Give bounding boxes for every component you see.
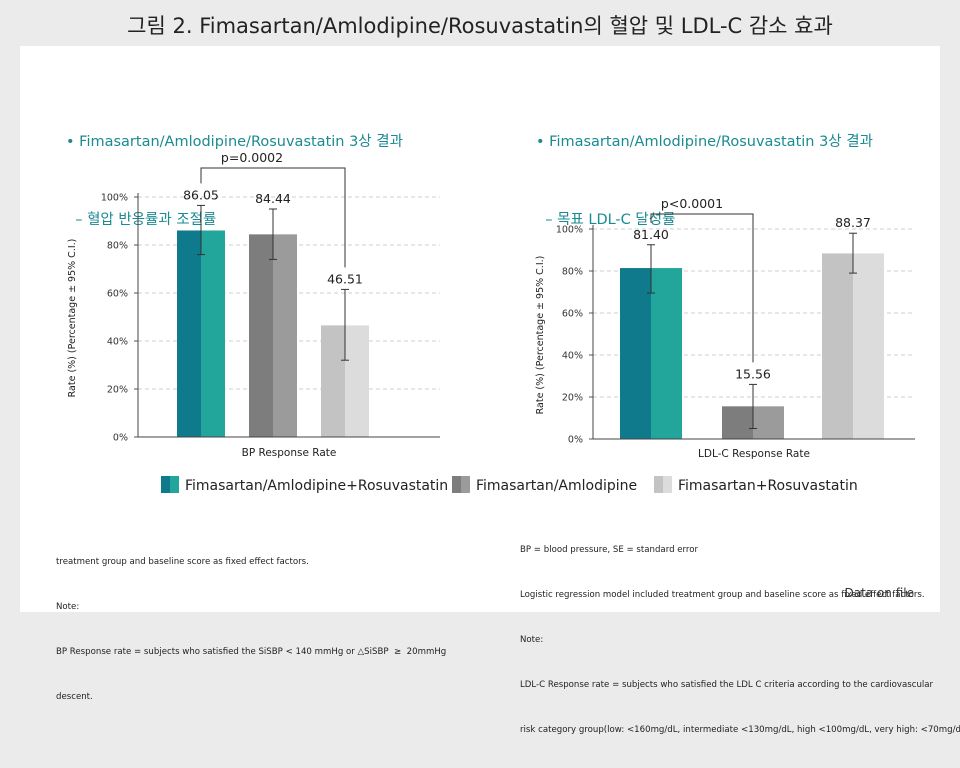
chart-1-y-tick-label: 100% [101, 193, 128, 204]
chart-2-bar-3-right [853, 253, 884, 439]
notes-right: BP = blood pressure, SE = standard error… [520, 513, 960, 768]
right-subtitle: • Fimasartan/Amlodipine/Rosuvastatin 3상 … [536, 77, 873, 285]
right-subtitle-line-2: – 목표 LDL-C 달성률 [536, 212, 676, 228]
note-right-line-5: risk category group(low: <160mg/dL, inte… [520, 725, 960, 735]
chart-1-y-tick-label: 40% [107, 337, 128, 348]
chart-1-y-tick-label: 80% [107, 241, 128, 252]
note-right-line-2: Logistic regression model included treat… [520, 590, 925, 600]
chart-1-y-axis-label: Rate (%) (Percentage ± 95% C.I.) [67, 239, 78, 398]
chart-1-y-tick-label: 60% [107, 289, 128, 300]
chart-2-bar-2-left [722, 406, 753, 439]
chart-1-x-axis-label: BP Response Rate [242, 447, 337, 459]
note-right-line-4: LDL-C Response rate = subjects who satis… [520, 680, 934, 690]
chart-1-bar-2-right [273, 234, 297, 437]
legend-swatch-2-dark [452, 476, 461, 493]
chart-1-value-label-1: 86.05 [183, 187, 219, 202]
chart-1-significance-bracket [200, 167, 346, 268]
chart-1-value-label-3: 46.51 [327, 271, 363, 286]
chart-2-p-value-annotation: p<0.0001 [661, 196, 723, 211]
chart-2-bar-1-right [651, 268, 682, 439]
chart-1-bar-3-left [321, 325, 345, 437]
legend-swatch-3-dark [654, 476, 663, 493]
chart-2-x-axis-label: LDL-C Response Rate [698, 448, 810, 460]
chart-1-bar-1-left [177, 230, 201, 437]
legend-label-3: Fimasartan+Rosuvastatin [678, 478, 858, 494]
chart-2-value-label-1: 81.40 [633, 227, 669, 242]
chart-2-significance-bracket [650, 213, 754, 363]
chart-2-y-tick-label: 0% [568, 435, 583, 446]
data-source-footer: Data on file [844, 586, 914, 600]
chart-2-y-tick-label: 80% [562, 267, 583, 278]
chart-2-y-tick-label: 40% [562, 351, 583, 362]
chart-2-value-label-2: 15.56 [735, 366, 771, 381]
legend-swatch-1-dark [161, 476, 170, 493]
figure-panel: • Fimasartan/Amlodipine/Rosuvastatin 3상 … [20, 46, 960, 735]
note-left-line-2: Note: [56, 602, 80, 612]
chart-2-y-tick-label: 20% [562, 393, 583, 404]
figure-title: 그림 2. Fimasartan/Amlodipine/Rosuvastatin… [127, 14, 833, 38]
chart-2-bar-2-right [753, 406, 784, 439]
chart-1-bar-1-right [201, 230, 225, 437]
chart-1-y-tick-label: 0% [113, 433, 128, 444]
chart-1-p-value-annotation: p=0.0002 [221, 150, 283, 165]
left-subtitle: • Fimasartan/Amlodipine/Rosuvastatin 3상 … [66, 77, 403, 285]
legend-swatch-2-light [461, 476, 470, 493]
chart-2-y-tick-label: 100% [556, 225, 583, 236]
note-left-line-1: treatment group and baseline score as fi… [56, 557, 309, 567]
notes-left: treatment group and baseline score as fi… [56, 525, 446, 735]
charts-svg: 0% 20% 40% 60% 80% 100% 86.05 84.44 46.51 BP Resp… [67, 150, 915, 494]
chart-2-bar-1-left [620, 268, 651, 439]
legend-swatch-1-light [170, 476, 179, 493]
note-right-line-1: BP = blood pressure, SE = standard error [520, 545, 699, 555]
left-subtitle-line-2: – 혈압 반응률과 조절률 [66, 212, 217, 228]
left-subtitle-line-1: • Fimasartan/Amlodipine/Rosuvastatin 3상 … [66, 134, 403, 150]
chart-2-y-axis-label: Rate (%) (Percentage ± 95% C.I.) [535, 256, 546, 415]
note-right-line-3: Note: [520, 635, 544, 645]
chart-1-y-tick-label: 20% [107, 385, 128, 396]
legend-swatch-3-light [663, 476, 672, 493]
chart-1-bar-3-right [345, 325, 369, 437]
chart-1-bar-2-left [249, 234, 273, 437]
chart-2-y-tick-label: 60% [562, 309, 583, 320]
chart-2-value-label-3: 88.37 [835, 215, 871, 230]
right-subtitle-line-1: • Fimasartan/Amlodipine/Rosuvastatin 3상 … [536, 134, 873, 150]
legend-label-1: Fimasartan/Amlodipine+Rosuvastatin [185, 478, 448, 494]
legend-label-2: Fimasartan/Amlodipine [476, 478, 637, 494]
chart-1-value-label-2: 84.44 [255, 191, 291, 206]
chart-2-bar-3-left [822, 253, 853, 439]
note-left-line-4: descent. [56, 692, 93, 702]
note-left-line-3: BP Response rate = subjects who satisfie… [56, 647, 447, 657]
